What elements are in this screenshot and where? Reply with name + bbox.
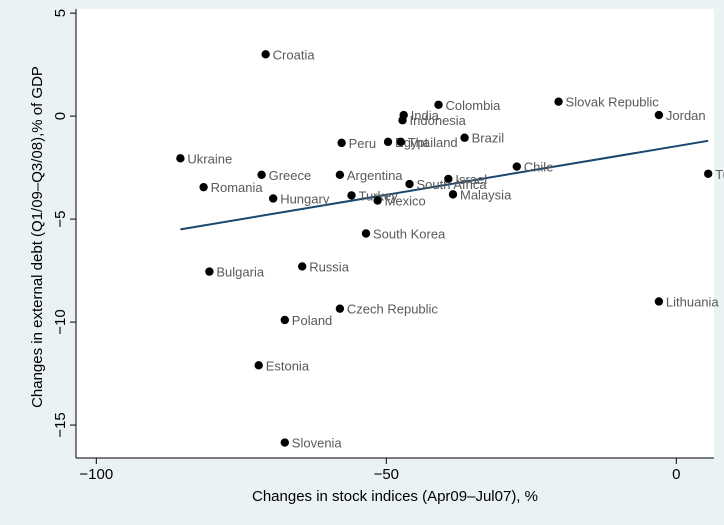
- point-label-bulgaria: Bulgaria: [216, 265, 264, 280]
- point-label-hungary: Hungary: [280, 191, 330, 206]
- point-label-czech-republic: Czech Republic: [347, 302, 439, 317]
- x-axis-title: Changes in stock indices (Apr09–Jul07), …: [252, 488, 538, 505]
- point-label-india: India: [411, 108, 440, 123]
- x-tick-label: −50: [374, 466, 399, 483]
- fitted-line: [180, 139, 709, 231]
- y-tick-label: 0: [52, 112, 69, 120]
- data-point-ukraine: [176, 154, 185, 163]
- point-label-slovak-republic: Slovak Republic: [566, 95, 660, 110]
- point-label-jordan: Jordan: [666, 108, 706, 123]
- point-label-indonesia: Indonesia: [410, 113, 467, 128]
- point-label-argentina: Argentina: [347, 168, 403, 183]
- point-label-russia: Russia: [309, 259, 350, 274]
- point-label-turkey: Turkey: [359, 188, 399, 203]
- data-point-czech-republic: [335, 304, 345, 313]
- data-point-hungary: [269, 194, 278, 203]
- point-label-malaysia: Malaysia: [460, 187, 512, 202]
- point-label-slovenia: Slovenia: [292, 436, 343, 451]
- point-label-south-africa: South Africa: [417, 177, 488, 192]
- data-point-estonia: [254, 361, 263, 370]
- point-label-peru: Peru: [349, 136, 376, 151]
- data-points-layer: Croatia Colombia Slovak Republic Jordan Indi…: [176, 47, 724, 451]
- point-label-romania: Romania: [211, 180, 264, 195]
- data-point-romania: [199, 182, 208, 192]
- point-label-ukraine: Ukraine: [187, 151, 232, 166]
- data-point-chile: [512, 162, 521, 171]
- x-tick-label: 0: [672, 466, 680, 483]
- point-label-south-korea: South Korea: [373, 227, 446, 242]
- data-point-poland: [280, 315, 289, 325]
- y-tick-label: −10: [52, 309, 69, 334]
- point-label-brazil: Brazil: [472, 131, 505, 146]
- data-point-greece: [257, 170, 266, 180]
- fit-line-layer: [180, 139, 709, 231]
- data-point-russia: [298, 262, 307, 271]
- point-label-estonia: Estonia: [266, 358, 310, 373]
- data-point-thailand: [396, 137, 405, 147]
- data-point-mexico: [373, 196, 382, 205]
- point-label-mexico: Mexico: [385, 194, 426, 209]
- data-point-brazil: [460, 133, 469, 142]
- data-point-egypt: [383, 137, 393, 147]
- data-point-colombia: [434, 100, 443, 109]
- data-point-turkey: [347, 191, 356, 200]
- data-point-peru: [337, 138, 346, 148]
- point-label-lithuania: Lithuania: [666, 294, 720, 309]
- data-point-malaysia: [448, 190, 458, 199]
- data-point-croatia: [261, 50, 270, 59]
- data-point-south-korea: [361, 229, 371, 238]
- data-point-indonesia: [398, 116, 407, 125]
- point-label-chile: Chile: [524, 160, 554, 175]
- data-point-lithuania: [654, 297, 664, 306]
- x-tick-label: −100: [79, 466, 113, 483]
- y-tick-label: −15: [52, 412, 69, 437]
- y-tick-label: −5: [52, 211, 69, 228]
- data-point-south-africa: [405, 179, 414, 189]
- data-point-argentina: [335, 170, 345, 180]
- y-axis-title: Changes in external debt (Q1/09–Q3/08),%…: [29, 66, 46, 408]
- point-label-thailand: Thailand: [408, 135, 458, 150]
- point-label-israel: Israel: [455, 172, 487, 187]
- point-label-colombia: Colombia: [446, 98, 502, 113]
- point-label-tunisia: Tunisia: [715, 167, 724, 182]
- y-tick-label: 5: [52, 9, 69, 17]
- plot-area: [76, 9, 714, 458]
- data-point-tunisia: [704, 169, 713, 178]
- data-point-bulgaria: [205, 267, 214, 276]
- data-point-slovak-republic: [554, 97, 563, 106]
- data-point-jordan: [654, 110, 664, 120]
- axes-layer: −100 −50 0 5 0 −5 −10 −15: [52, 9, 714, 483]
- point-label-croatia: Croatia: [273, 47, 316, 62]
- data-point-slovenia: [280, 438, 289, 447]
- point-label-poland: Poland: [292, 313, 332, 328]
- data-point-israel: [444, 174, 453, 184]
- point-label-greece: Greece: [269, 168, 312, 183]
